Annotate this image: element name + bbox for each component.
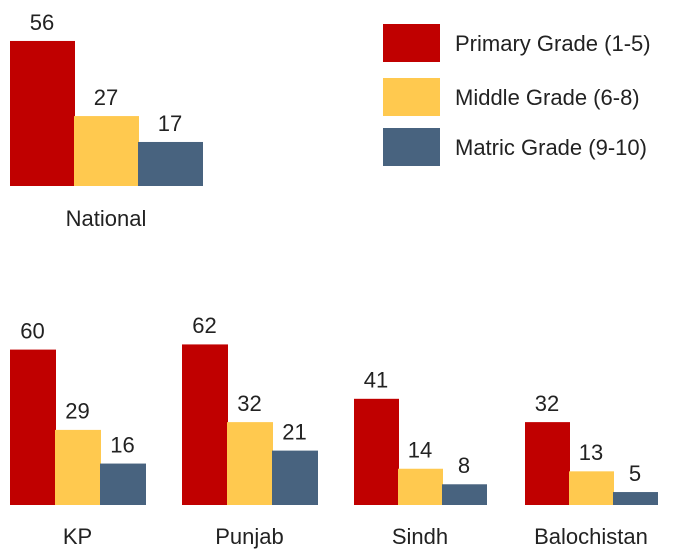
value-label: 27 [94, 85, 118, 110]
bar [398, 468, 443, 505]
category-label: National [66, 206, 147, 231]
bar [227, 422, 273, 505]
bar [613, 492, 658, 505]
category-label: Sindh [392, 524, 448, 549]
legend-label: Matric Grade (9-10) [455, 135, 647, 160]
bar [10, 349, 56, 505]
category-label: KP [63, 524, 92, 549]
bar [525, 422, 570, 505]
value-label: 32 [535, 391, 559, 416]
bar [569, 471, 614, 505]
bar [442, 484, 487, 505]
value-label: 13 [579, 440, 603, 465]
value-label: 17 [158, 111, 182, 136]
legend-swatch [383, 78, 440, 116]
value-label: 14 [408, 438, 432, 463]
category-label: Balochistan [534, 524, 648, 549]
value-label: 5 [629, 461, 641, 486]
legend-label: Primary Grade (1-5) [455, 31, 651, 56]
value-label: 56 [30, 10, 54, 35]
legend-swatch [383, 128, 440, 166]
value-label: 21 [282, 419, 306, 444]
value-label: 60 [20, 318, 44, 343]
bar [272, 450, 318, 505]
bar [100, 463, 146, 505]
bar [55, 429, 101, 505]
value-label: 29 [65, 399, 89, 424]
value-label: 62 [192, 313, 216, 338]
bar [182, 344, 228, 505]
value-label: 8 [458, 453, 470, 478]
legend-label: Middle Grade (6-8) [455, 85, 640, 110]
value-label: 41 [364, 368, 388, 393]
bar [354, 398, 399, 505]
bar [138, 141, 203, 186]
value-label: 32 [237, 391, 261, 416]
bar [74, 116, 139, 186]
legend-swatch [383, 24, 440, 62]
bar [10, 40, 75, 187]
category-label: Punjab [215, 524, 284, 549]
value-label: 16 [110, 432, 134, 457]
